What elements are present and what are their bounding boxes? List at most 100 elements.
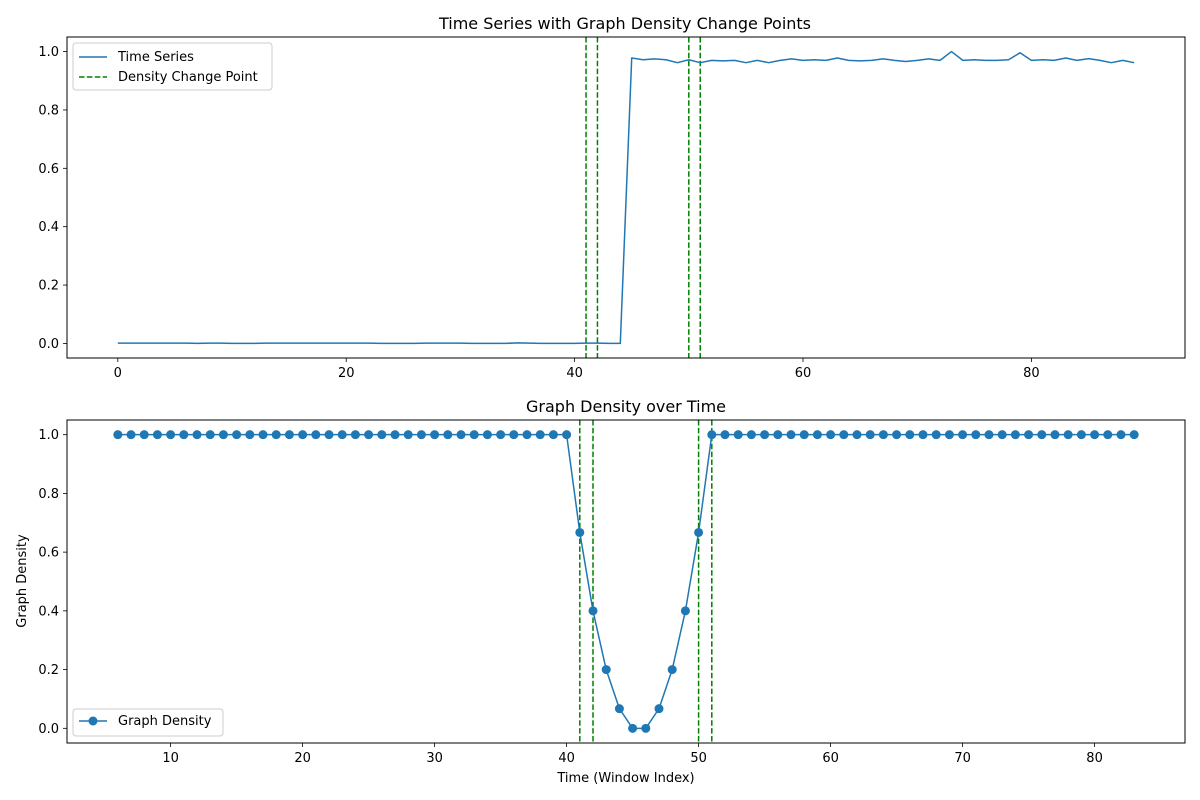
x-tick-label: 0 xyxy=(114,366,122,381)
data-point xyxy=(944,430,954,440)
data-point xyxy=(456,430,466,440)
data-point xyxy=(152,430,162,440)
x-tick-label: 10 xyxy=(162,751,179,766)
data-point xyxy=(113,430,123,440)
legend-entry-time-series: Time Series xyxy=(117,50,194,65)
data-point xyxy=(892,430,902,440)
data-point xyxy=(284,430,294,440)
x-tick-label: 50 xyxy=(690,751,707,766)
data-point xyxy=(311,430,321,440)
x-tick-label: 30 xyxy=(426,751,443,766)
data-point xyxy=(746,430,756,440)
data-point xyxy=(562,430,572,440)
axes-frame xyxy=(66,419,1186,744)
x-tick-label: 80 xyxy=(1086,751,1103,766)
data-point xyxy=(205,430,215,440)
data-point xyxy=(364,430,374,440)
data-point xyxy=(680,606,690,616)
y-tick-label: 0.0 xyxy=(38,337,59,352)
data-point xyxy=(1024,430,1034,440)
data-point xyxy=(403,430,413,440)
data-point xyxy=(482,430,492,440)
data-point xyxy=(443,430,453,440)
data-point xyxy=(139,430,149,440)
y-tick-label: 0.6 xyxy=(38,162,59,177)
y-tick-label: 0.6 xyxy=(38,546,59,561)
x-tick-label: 20 xyxy=(294,751,311,766)
data-point xyxy=(628,723,638,733)
data-point xyxy=(667,665,677,675)
data-point xyxy=(232,430,242,440)
data-point xyxy=(786,430,796,440)
data-point xyxy=(126,430,136,440)
data-point xyxy=(416,430,426,440)
data-point xyxy=(271,430,281,440)
y-tick-label: 0.8 xyxy=(38,487,59,502)
data-point xyxy=(984,430,994,440)
data-point xyxy=(971,430,981,440)
data-point xyxy=(496,430,506,440)
data-point xyxy=(324,430,334,440)
data-point xyxy=(733,430,743,440)
data-point xyxy=(350,430,360,440)
data-point xyxy=(905,430,915,440)
y-tick-label: 0.2 xyxy=(38,663,59,678)
data-point xyxy=(931,430,941,440)
data-point xyxy=(826,430,836,440)
data-point xyxy=(694,527,704,537)
data-point xyxy=(601,665,611,675)
data-point xyxy=(720,430,730,440)
data-point xyxy=(1103,430,1113,440)
legend-entry-change-point: Density Change Point xyxy=(118,70,258,85)
legend-box xyxy=(72,42,273,91)
x-tick-label: 20 xyxy=(338,366,355,381)
x-tick-label: 60 xyxy=(822,751,839,766)
data-point xyxy=(958,430,968,440)
data-point xyxy=(337,430,347,440)
data-point xyxy=(258,430,268,440)
legend: Graph Density xyxy=(72,708,224,737)
data-point xyxy=(430,430,440,440)
x-tick-label: 40 xyxy=(566,366,583,381)
chart-title: Graph Density over Time xyxy=(526,397,726,416)
data-point xyxy=(641,723,651,733)
legend-entry-graph-density: Graph Density xyxy=(118,714,212,729)
data-point xyxy=(773,430,783,440)
axes-frame xyxy=(66,36,1186,359)
data-point xyxy=(179,430,189,440)
data-point xyxy=(707,430,717,440)
data-point xyxy=(1063,430,1073,440)
data-point xyxy=(812,430,822,440)
chart-title: Time Series with Graph Density Change Po… xyxy=(438,14,811,33)
y-tick-label: 0.0 xyxy=(38,722,59,737)
y-tick-label: 1.0 xyxy=(38,45,59,60)
data-point xyxy=(245,430,255,440)
legend-box xyxy=(72,708,224,737)
legend-point-marker xyxy=(88,716,98,726)
data-point xyxy=(522,430,532,440)
data-point xyxy=(918,430,928,440)
y-tick-label: 1.0 xyxy=(38,428,59,443)
y-tick-label: 0.4 xyxy=(38,604,59,619)
data-point xyxy=(548,430,558,440)
data-point xyxy=(654,704,664,714)
time-series-panel: Time Series with Graph Density Change Po… xyxy=(38,14,1186,381)
data-point xyxy=(1116,430,1126,440)
graph-density-panel: Graph Density over Time Time (Window Ind… xyxy=(15,397,1186,786)
data-point xyxy=(1037,430,1047,440)
data-point xyxy=(390,430,400,440)
plot-area xyxy=(113,420,1139,743)
x-tick-label: 60 xyxy=(795,366,812,381)
data-point xyxy=(377,430,387,440)
data-point xyxy=(997,430,1007,440)
data-point xyxy=(575,527,585,537)
data-point xyxy=(865,430,875,440)
data-point xyxy=(839,430,849,440)
x-tick-label: 80 xyxy=(1023,366,1040,381)
data-point xyxy=(852,430,862,440)
data-point xyxy=(218,430,228,440)
data-point xyxy=(192,430,202,440)
data-point xyxy=(166,430,176,440)
x-tick-label: 40 xyxy=(558,751,575,766)
